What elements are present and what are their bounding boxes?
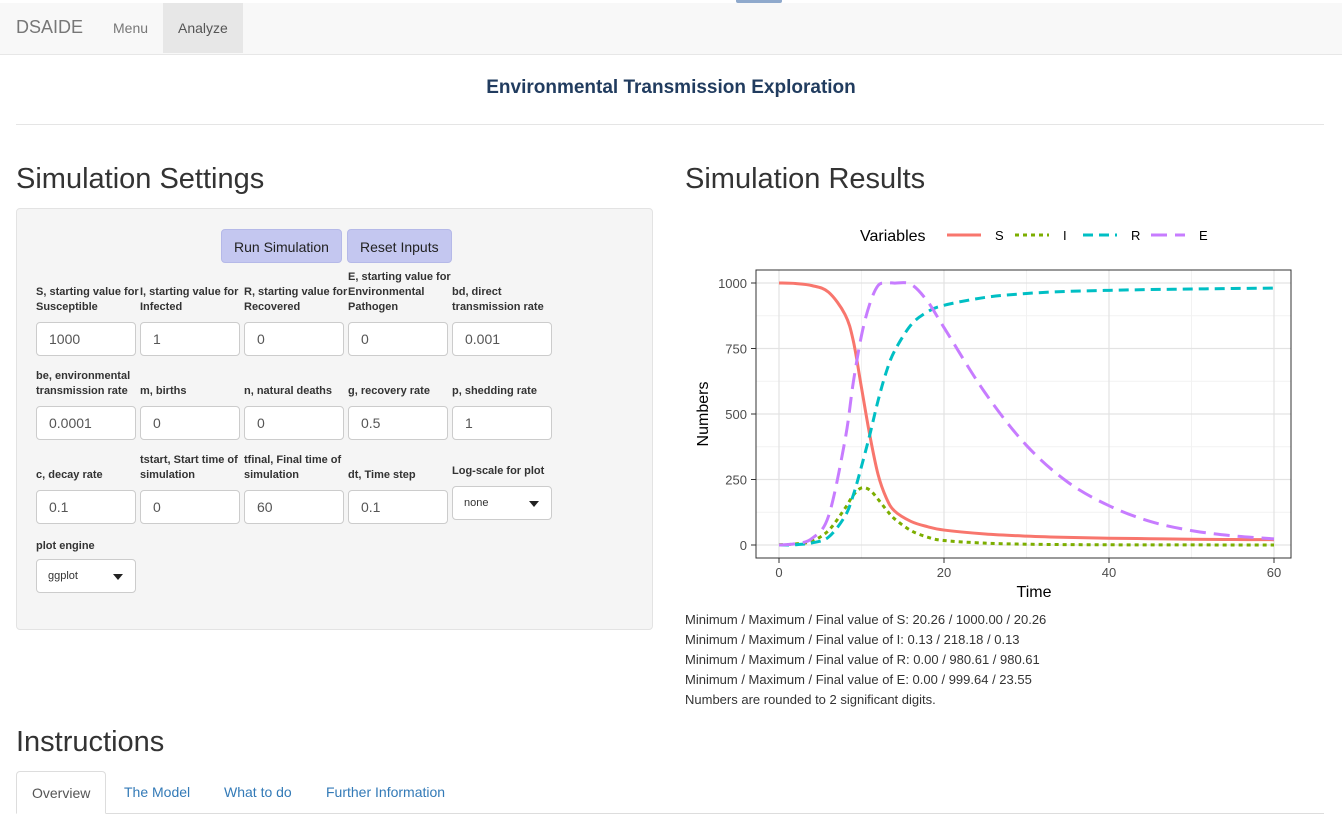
input-m[interactable]: 0 — [140, 406, 240, 440]
x-tick-label: 40 — [1102, 565, 1116, 580]
input-c[interactable]: 0.1 — [36, 490, 136, 524]
page-title: Environmental Transmission Exploration — [486, 77, 856, 98]
input-label-g: g, recovery rate — [348, 385, 430, 397]
tab-overview[interactable]: Overview — [16, 771, 106, 814]
legend-label-I: I — [1063, 228, 1067, 243]
tab-what-to-do[interactable]: What to do — [224, 784, 292, 800]
input-dt[interactable]: 0.1 — [348, 490, 448, 524]
input-g[interactable]: 0.5 — [348, 406, 448, 440]
input-be[interactable]: 0.0001 — [36, 406, 136, 440]
input-s[interactable]: 1000 — [36, 322, 136, 356]
stats-note: Numbers are rounded to 2 significant dig… — [685, 692, 936, 707]
instructions-heading: Instructions — [16, 726, 165, 758]
series-lines — [778, 281, 1275, 547]
settings-heading: Simulation Settings — [16, 163, 265, 195]
plot-engine-value: ggplot — [48, 570, 78, 582]
settings-panel: Run Simulation Reset Inputs S, starting … — [16, 208, 653, 630]
stat-i: Minimum / Maximum / Final value of I: 0.… — [685, 632, 1020, 647]
input-label-bd: bd, direct transmission rate — [452, 286, 544, 313]
input-label-be: be, environmental transmission rate — [36, 370, 131, 397]
series-line-E — [778, 281, 1275, 547]
x-tick-label: 20 — [937, 565, 951, 580]
y-tick-label: 250 — [725, 473, 747, 488]
legend-label-S: S — [995, 228, 1004, 243]
input-label-i: I, starting value for Infected — [140, 286, 239, 313]
y-tick-label: 750 — [725, 342, 747, 357]
x-axis-ticks: 0 20 40 60 — [775, 558, 1281, 580]
input-label-dt: dt, Time step — [348, 469, 416, 481]
input-label-e: E, starting value for Environmental Path… — [348, 271, 451, 313]
tab-further-information[interactable]: Further Information — [326, 784, 446, 800]
logscale-label: Log-scale for plot — [452, 465, 545, 477]
logscale-value: none — [464, 497, 489, 509]
plot-engine-label: plot engine — [36, 540, 95, 552]
divider — [16, 124, 1324, 125]
input-i[interactable]: 1 — [140, 322, 240, 356]
input-e[interactable]: 0 — [348, 322, 448, 356]
stat-r: Minimum / Maximum / Final value of R: 0.… — [685, 652, 1040, 667]
run-simulation-button[interactable]: Run Simulation — [221, 229, 342, 263]
nav-item-menu[interactable]: Menu — [113, 20, 149, 36]
input-label-n: n, natural deaths — [244, 385, 333, 397]
input-tstart[interactable]: 0 — [140, 490, 240, 524]
y-axis-label: Numbers — [695, 382, 712, 447]
series-line-I — [778, 486, 1275, 547]
y-tick-label: 500 — [725, 407, 747, 422]
x-axis-label: Time — [1017, 584, 1052, 601]
legend-label-R: R — [1131, 228, 1140, 243]
x-tick-label: 0 — [775, 565, 782, 580]
top-indicator — [736, 0, 782, 3]
legend-title: Variables — [860, 228, 926, 245]
navbar: DSAIDE Menu Analyze — [0, 3, 1342, 55]
input-label-tstart: tstart, Start time of simulation — [140, 454, 238, 481]
series-line-R — [778, 286, 1275, 547]
stat-e: Minimum / Maximum / Final value of E: 0.… — [685, 672, 1032, 687]
input-p[interactable]: 1 — [452, 406, 552, 440]
line-chart: Variables S I R E 0 20 40 60 0 250 500 750 1000 Ti… — [695, 228, 1292, 601]
logscale-select[interactable]: none — [452, 486, 552, 520]
y-tick-label: 0 — [740, 538, 747, 553]
results-stats: Minimum / Maximum / Final value of S: 20… — [685, 610, 1046, 710]
input-label-s: S, starting value for Susceptible — [36, 286, 139, 313]
series-line-S — [778, 281, 1275, 542]
input-tfinal[interactable]: 60 — [244, 490, 344, 524]
legend-label-E: E — [1199, 228, 1208, 243]
reset-inputs-button[interactable]: Reset Inputs — [347, 229, 452, 263]
y-axis-ticks: 0 250 500 750 1000 — [718, 276, 756, 553]
chevron-down-icon — [113, 574, 123, 580]
input-r[interactable]: 0 — [244, 322, 344, 356]
input-bd[interactable]: 0.001 — [452, 322, 552, 356]
navbar-brand[interactable]: DSAIDE — [16, 17, 84, 37]
input-label-tfinal: tfinal, Final time of simulation — [244, 454, 342, 481]
input-n[interactable]: 0 — [244, 406, 344, 440]
input-label-p: p, shedding rate — [452, 385, 537, 397]
results-heading: Simulation Results — [685, 163, 926, 195]
y-tick-label: 1000 — [718, 276, 747, 291]
nav-item-analyze[interactable]: Analyze — [163, 3, 243, 53]
tab-the-model[interactable]: The Model — [124, 784, 191, 800]
input-label-c: c, decay rate — [36, 469, 103, 481]
chevron-down-icon — [529, 501, 539, 507]
x-tick-label: 60 — [1267, 565, 1281, 580]
results-plot: Variables S I R E 0 20 40 60 0 250 500 750 1000 Ti… — [685, 215, 1305, 610]
plot-engine-select[interactable]: ggplot — [36, 559, 136, 593]
instructions-tabs: Overview The Model What to do Further In… — [16, 771, 1324, 814]
stat-s: Minimum / Maximum / Final value of S: 20… — [685, 612, 1047, 627]
input-label-m: m, births — [140, 385, 187, 397]
input-label-r: R, starting value for Recovered — [244, 286, 348, 313]
